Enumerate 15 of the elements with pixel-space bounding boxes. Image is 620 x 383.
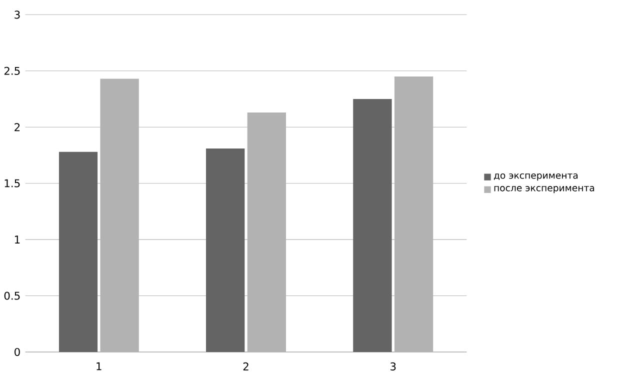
- x-tick-label: 2: [243, 362, 248, 370]
- y-tick-label: 3: [14, 10, 20, 19]
- x-tick-label: 3: [390, 362, 396, 371]
- x-tick-label: 1: [96, 362, 102, 370]
- y-tick-label: 0.5: [4, 292, 20, 300]
- y-tick-label: 2.5: [4, 67, 20, 76]
- bar: [58, 152, 98, 352]
- legend-label: после эксперимента: [494, 186, 594, 194]
- y-tick-label: 0: [14, 348, 20, 356]
- bar: [206, 148, 245, 352]
- legend-label: до эксперимента: [494, 174, 578, 181]
- bar: [353, 99, 392, 352]
- y-tick-label: 1: [15, 236, 20, 244]
- y-tick-label: 1.5: [4, 180, 20, 188]
- y-tick-label: 2: [14, 123, 20, 132]
